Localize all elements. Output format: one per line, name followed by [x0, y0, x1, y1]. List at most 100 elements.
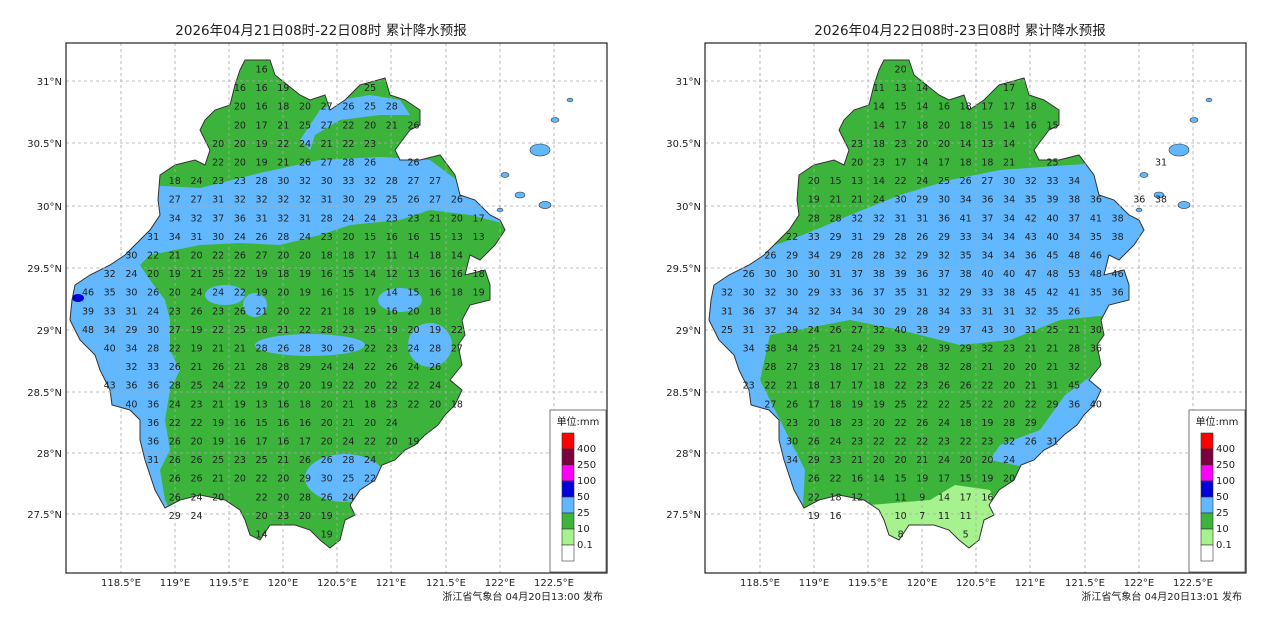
- issue-footer: 浙江省气象台 04月20日13:01 发布: [1081, 590, 1242, 603]
- rainfall-value: 46: [82, 288, 94, 299]
- rainfall-value: 26: [234, 251, 246, 262]
- rainfall-value: 28: [873, 251, 885, 262]
- rainfall-value: 16: [256, 83, 268, 94]
- rainfall-value: 18: [873, 139, 885, 150]
- rainfall-value: 37: [851, 269, 863, 280]
- rainfall-value: 33: [960, 306, 972, 317]
- rainfall-value: 31: [1025, 325, 1037, 336]
- rainfall-value: 28: [1003, 418, 1015, 429]
- rainfall-value: 22: [960, 437, 972, 448]
- rainfall-value: 25: [938, 176, 950, 187]
- rainfall-value: 11: [873, 83, 885, 94]
- rainfall-value: 42: [916, 344, 928, 355]
- rainfall-value: 16: [981, 492, 993, 503]
- rainfall-value: 19: [299, 269, 311, 280]
- rainfall-value: 32: [873, 325, 885, 336]
- rainfall-value: 21: [1003, 158, 1015, 169]
- rainfall-value: 21: [429, 213, 441, 224]
- rainfall-value: 28: [342, 158, 354, 169]
- rainfall-value: 22: [916, 437, 928, 448]
- rainfall-value: 15: [829, 176, 841, 187]
- rainfall-value: 48: [1046, 269, 1058, 280]
- rainfall-value: 24: [342, 437, 354, 448]
- rainfall-value: 26: [829, 325, 841, 336]
- rainfall-value: 20: [895, 65, 907, 76]
- rainfall-value: 26: [386, 362, 398, 373]
- rainfall-value: 29: [786, 251, 798, 262]
- rainfall-value: 19: [256, 381, 268, 392]
- rainfall-value: 29: [873, 344, 885, 355]
- rainfall-value: 23: [829, 455, 841, 466]
- rainfall-value: 32: [299, 195, 311, 206]
- rainfall-value: 16: [429, 288, 441, 299]
- rainfall-value: 19: [916, 474, 928, 485]
- rainfall-value: 23: [234, 176, 246, 187]
- rainfall-value: 22: [386, 381, 398, 392]
- legend-label: 50: [577, 492, 590, 503]
- rainfall-value: 21: [873, 362, 885, 373]
- rainfall-value: 24: [851, 344, 863, 355]
- rainfall-value: 53: [1068, 269, 1080, 280]
- rainfall-value: 20: [256, 511, 268, 522]
- rainfall-value: 25: [364, 325, 376, 336]
- rainfall-value: 29: [169, 511, 181, 522]
- rainfall-value: 34: [1003, 251, 1015, 262]
- rainfall-value: 20: [212, 492, 224, 503]
- rainfall-value: 28: [386, 102, 398, 113]
- rainfall-area: [255, 334, 365, 356]
- issue-footer: 浙江省气象台 04月20日13:00 发布: [442, 590, 603, 603]
- rainfall-value: 10: [895, 511, 907, 522]
- rainfall-value: 17: [1003, 83, 1015, 94]
- rainfall-value: 31: [829, 269, 841, 280]
- rainfall-value: 20: [1003, 362, 1015, 373]
- rainfall-value: 26: [808, 474, 820, 485]
- rainfall-value: 14: [1003, 120, 1015, 131]
- forecast-map-day2: 2026年04月22日08时-23日08时 累计降水预报 浙江省气象台 04月2…: [666, 23, 1247, 603]
- rainfall-value: 22: [364, 344, 376, 355]
- rainfall-value: 43: [104, 381, 116, 392]
- rainfall-value: 8: [898, 530, 904, 541]
- rainfall-value: 21: [981, 362, 993, 373]
- legend-swatch: [561, 512, 575, 530]
- rainfall-value: 40: [125, 399, 137, 410]
- rainfall-value: 29: [829, 232, 841, 243]
- rainfall-value: 22: [169, 418, 181, 429]
- rainfall-value: 26: [169, 474, 181, 485]
- rainfall-value: 34: [743, 344, 755, 355]
- rainfall-value: 19: [256, 139, 268, 150]
- rainfall-value: 22: [147, 251, 159, 262]
- longitude-label: 120°E: [268, 578, 298, 589]
- rainfall-value: 20: [190, 251, 202, 262]
- rainfall-value: 20: [451, 213, 463, 224]
- rainfall-value: 28: [829, 213, 841, 224]
- rainfall-value: 23: [916, 381, 928, 392]
- rainfall-value: 13: [451, 232, 463, 243]
- rainfall-value: 23: [277, 511, 289, 522]
- rainfall-value: 20: [407, 325, 419, 336]
- rainfall-value: 21: [829, 344, 841, 355]
- rainfall-value: 16: [386, 306, 398, 317]
- rainfall-value: 21: [212, 474, 224, 485]
- latitude-label: 28°N: [37, 449, 62, 460]
- rainfall-value: 17: [981, 102, 993, 113]
- rainfall-value: 36: [743, 306, 755, 317]
- latitude-label: 29.5°N: [666, 264, 701, 275]
- rainfall-value: 18: [960, 102, 972, 113]
- map-frame: [65, 42, 608, 574]
- longitude-label: 119.5°E: [848, 578, 888, 589]
- rainfall-value: 17: [895, 158, 907, 169]
- rainfall-value: 25: [190, 381, 202, 392]
- rainfall-value: 15: [960, 474, 972, 485]
- rainfall-value: 15: [256, 418, 268, 429]
- legend-label: 400: [577, 444, 596, 455]
- rainfall-value: 27: [321, 120, 333, 131]
- rainfall-value: 21: [212, 399, 224, 410]
- rainfall-value: 20: [407, 306, 419, 317]
- rainfall-value: 18: [960, 158, 972, 169]
- rainfall-value: 32: [125, 362, 137, 373]
- rainfall-value: 20: [299, 102, 311, 113]
- rainfall-value: 32: [1025, 176, 1037, 187]
- rainfall-value: 28: [256, 176, 268, 187]
- rainfall-value: 24: [342, 492, 354, 503]
- rainfall-value: 16: [256, 102, 268, 113]
